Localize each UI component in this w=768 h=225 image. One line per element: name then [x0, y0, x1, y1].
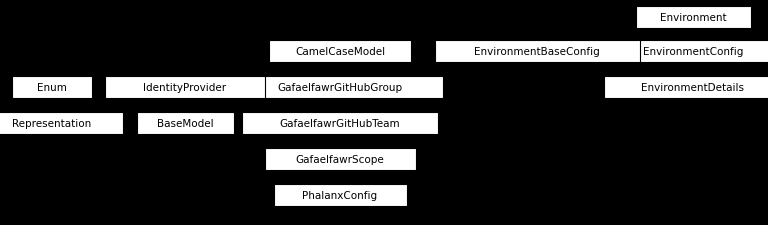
FancyBboxPatch shape [12, 77, 92, 99]
Text: GafaelfawrScope: GafaelfawrScope [296, 154, 384, 164]
Text: PhalanxConfig: PhalanxConfig [303, 190, 378, 200]
Text: Environment: Environment [660, 13, 727, 23]
Text: GafaelfawrGitHubTeam: GafaelfawrGitHubTeam [280, 119, 400, 128]
FancyBboxPatch shape [604, 77, 768, 99]
Text: IdentityProvider: IdentityProvider [144, 83, 227, 93]
FancyBboxPatch shape [242, 112, 438, 134]
FancyBboxPatch shape [269, 41, 411, 63]
FancyBboxPatch shape [137, 112, 233, 134]
Text: Enum: Enum [37, 83, 67, 93]
Text: GafaelfawrGitHubGroup: GafaelfawrGitHubGroup [277, 83, 402, 93]
FancyBboxPatch shape [237, 77, 442, 99]
FancyBboxPatch shape [435, 41, 640, 63]
FancyBboxPatch shape [635, 7, 750, 29]
Text: Representation: Representation [12, 119, 91, 128]
Text: EnvironmentDetails: EnvironmentDetails [641, 83, 744, 93]
FancyBboxPatch shape [608, 41, 768, 63]
Text: BaseModel: BaseModel [157, 119, 214, 128]
Text: EnvironmentBaseConfig: EnvironmentBaseConfig [474, 47, 600, 57]
Text: CamelCaseModel: CamelCaseModel [295, 47, 385, 57]
FancyBboxPatch shape [105, 77, 265, 99]
FancyBboxPatch shape [0, 112, 123, 134]
FancyBboxPatch shape [273, 184, 406, 206]
Text: EnvironmentConfig: EnvironmentConfig [643, 47, 743, 57]
FancyBboxPatch shape [264, 148, 415, 170]
